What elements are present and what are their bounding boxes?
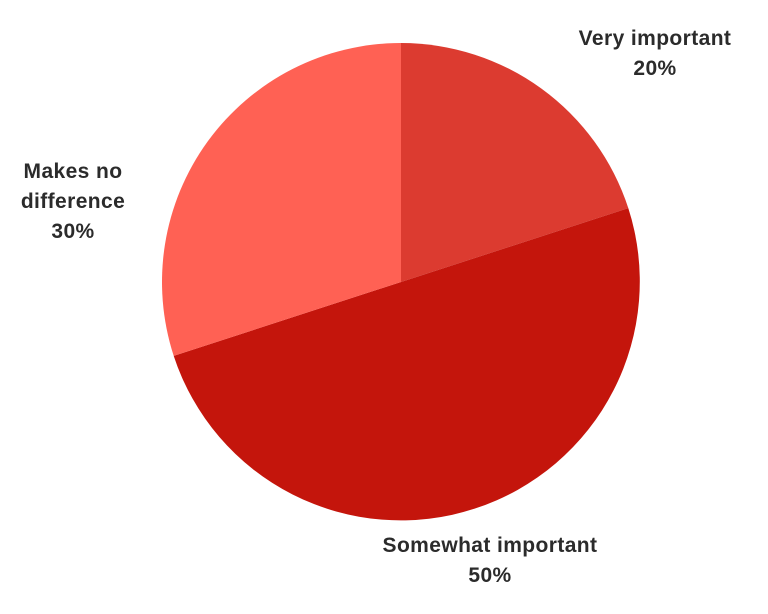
pie-slice-1 — [173, 208, 640, 521]
slice-label-pct: 30% — [51, 220, 95, 243]
slice-label-text: Makes no difference — [20, 160, 126, 213]
pie-slice-0 — [401, 43, 629, 282]
slice-label-somewhat-important: Somewhat important 50% — [355, 531, 625, 591]
slice-label-pct: 50% — [468, 564, 512, 587]
slice-label-pct: 20% — [633, 57, 677, 80]
slice-label-very-important: Very important 20% — [545, 24, 765, 84]
pie-slice-2 — [162, 43, 401, 356]
slice-label-text: Very important — [578, 27, 732, 50]
slice-label-makes-no-difference: Makes no difference 30% — [0, 157, 146, 247]
pie-svg — [162, 43, 640, 521]
slice-label-text: Somewhat important — [382, 534, 598, 557]
